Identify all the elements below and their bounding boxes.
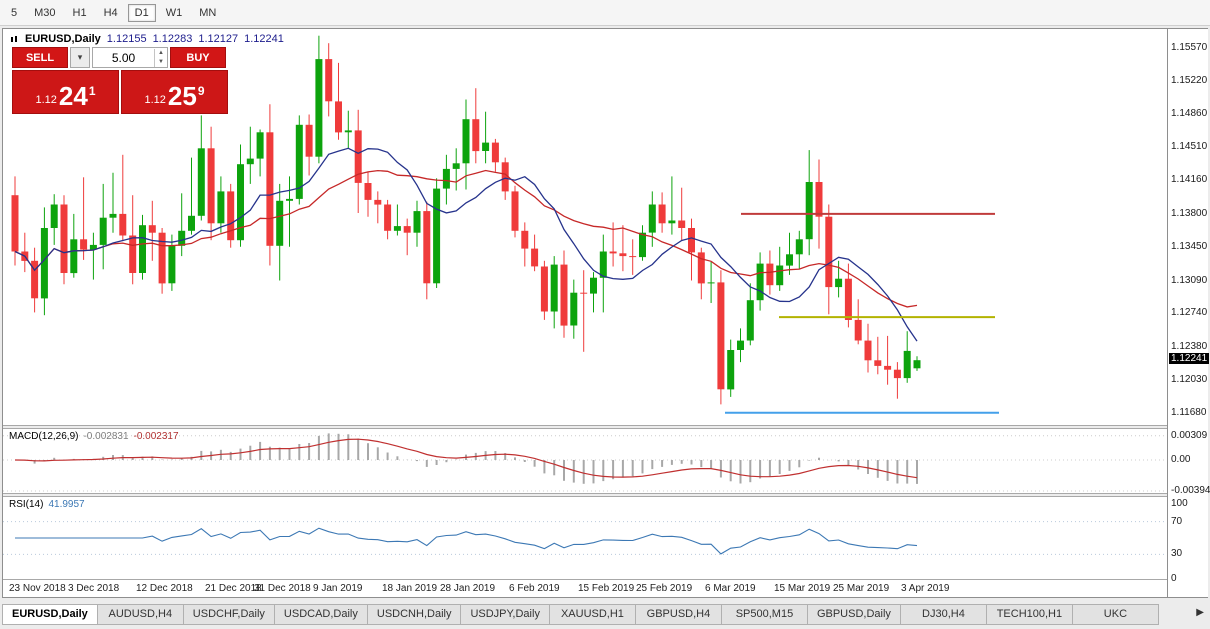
tab-dj30-h4[interactable]: DJ30,H4 <box>900 604 987 625</box>
date-tick-label: 6 Feb 2019 <box>509 583 560 594</box>
rsi-tick-label: 30 <box>1171 548 1183 559</box>
macd-panel-canvas[interactable] <box>3 429 1167 493</box>
macd-main-value: -0.002831 <box>83 431 129 442</box>
price-tick-label: 1.11680 <box>1171 407 1207 418</box>
tab-usdcad-daily[interactable]: USDCAD,Daily <box>274 604 368 625</box>
price-tick-label: 1.14510 <box>1171 141 1208 152</box>
ohlc-high: 1.12283 <box>152 33 193 45</box>
price-tick-label: 1.14160 <box>1171 174 1208 185</box>
price-tick-label: 1.13090 <box>1171 275 1208 286</box>
macd-signal-value: -0.002317 <box>133 431 179 442</box>
ask-price-box[interactable]: 1.12 25 9 <box>121 70 228 114</box>
volume-value: 5.00 <box>111 50 136 65</box>
price-tick-label: 1.13450 <box>1171 241 1208 252</box>
timeframe-button-h1[interactable]: H1 <box>66 4 94 22</box>
date-tick-label: 9 Jan 2019 <box>313 583 363 594</box>
price-tick-label: 1.12030 <box>1171 374 1208 385</box>
date-axis[interactable]: 23 Nov 2018 3 Dec 2018 12 Dec 2018 21 Dec 2… <box>3 579 1167 597</box>
tab-usdchf-daily[interactable]: USDCHF,Daily <box>183 604 275 625</box>
timeframe-button-h4[interactable]: H4 <box>97 4 125 22</box>
price-tick-label: 1.14860 <box>1171 108 1208 119</box>
buy-button[interactable]: BUY <box>170 47 226 68</box>
price-tick-label: 1.15570 <box>1171 42 1208 53</box>
macd-label: MACD(12,26,9) -0.002831 -0.002317 <box>9 431 179 442</box>
trade-options-dropdown[interactable]: ▾ <box>70 47 90 68</box>
spinner-down-icon[interactable]: ▼ <box>158 58 164 65</box>
tabs-scroll-right-icon[interactable]: ▶ <box>1196 607 1204 618</box>
timeframe-toolbar: 5 M30 H1 H4 D1 W1 MN <box>0 0 1210 26</box>
macd-tick-label: 0.00309 <box>1171 430 1208 441</box>
price-axis[interactable]: 1.15570 1.15220 1.14860 1.14510 1.14160 1.138… <box>1167 29 1210 597</box>
volume-input[interactable]: 5.00 ▲ ▼ <box>92 47 168 68</box>
date-tick-label: 31 Dec 2018 <box>254 583 311 594</box>
tab-gbpusd-daily[interactable]: GBPUSD,Daily <box>807 604 901 625</box>
bid-price-box[interactable]: 1.12 24 1 <box>12 70 119 114</box>
tab-ukc[interactable]: UKC <box>1072 604 1159 625</box>
date-tick-label: 15 Mar 2019 <box>774 583 831 594</box>
tab-eurusd-daily[interactable]: EURUSD,Daily <box>2 604 98 625</box>
tab-sp500-m15[interactable]: SP500,M15 <box>721 604 808 625</box>
date-tick-label: 18 Jan 2019 <box>382 583 438 594</box>
price-tick-label: 1.12740 <box>1171 307 1208 318</box>
ask-pip-digit: 9 <box>197 84 205 98</box>
date-tick-label: 21 Dec 2018 <box>205 583 262 594</box>
ask-big-digits: 25 <box>167 81 197 111</box>
rsi-name: RSI(14) <box>9 499 44 510</box>
tab-tech100-h1[interactable]: TECH100,H1 <box>986 604 1073 625</box>
tab-usdcnh-daily[interactable]: USDCNH,Daily <box>367 604 462 625</box>
timeframe-button-m30[interactable]: M30 <box>27 4 62 22</box>
tab-gbpusd-h4[interactable]: GBPUSD,H4 <box>635 604 722 625</box>
macd-tick-label: -0.00394 <box>1171 485 1210 496</box>
ask-prefix: 1.12 <box>144 94 166 106</box>
rsi-panel-canvas[interactable] <box>3 497 1167 579</box>
bid-big-digits: 24 <box>58 81 88 111</box>
chart-tab-bar: EURUSD,Daily AUDUSD,H4 USDCHF,Daily USDCAD,… <box>0 600 1210 629</box>
spinner-up-icon[interactable]: ▲ <box>158 49 164 56</box>
ohlc-open: 1.12155 <box>106 33 147 45</box>
date-tick-label: 6 Mar 2019 <box>705 583 756 594</box>
timeframe-button-w1[interactable]: W1 <box>159 4 190 22</box>
chart-icon <box>11 35 17 42</box>
date-tick-label: 15 Feb 2019 <box>578 583 635 594</box>
panel-separator[interactable] <box>3 493 1167 497</box>
one-click-trading-panel: SELL ▾ 5.00 ▲ ▼ BUY 1.12 24 1 1.12 25 9 <box>12 47 228 114</box>
rsi-tick-label: 100 <box>1171 498 1188 509</box>
ohlc-low: 1.12127 <box>198 33 239 45</box>
chart-symbol-label: EURUSD,Daily <box>25 33 101 45</box>
tab-usdjpy-daily[interactable]: USDJPY,Daily <box>461 604 550 625</box>
panel-separator[interactable] <box>3 425 1167 429</box>
macd-tick-label: 0.00 <box>1171 454 1191 465</box>
rsi-value: 41.9957 <box>48 499 85 510</box>
price-tick-label: 1.12380 <box>1171 341 1208 352</box>
bid-prefix: 1.12 <box>35 94 57 106</box>
tab-xauusd-h1[interactable]: XAUUSD,H1 <box>549 604 636 625</box>
tab-audusd-h4[interactable]: AUDUSD,H4 <box>97 604 184 625</box>
rsi-tick-label: 0 <box>1171 573 1177 584</box>
date-tick-label: 23 Nov 2018 <box>9 583 66 594</box>
timeframe-button-5[interactable]: 5 <box>4 4 24 22</box>
timeframe-button-d1[interactable]: D1 <box>127 3 156 22</box>
date-tick-label: 25 Feb 2019 <box>636 583 693 594</box>
price-tick-label: 1.13800 <box>1171 208 1208 219</box>
chart-tabs: EURUSD,Daily AUDUSD,H4 USDCHF,Daily USDCAD,… <box>2 604 1159 625</box>
sell-button[interactable]: SELL <box>12 47 68 68</box>
price-tick-label: 1.15220 <box>1171 75 1208 86</box>
macd-name: MACD(12,26,9) <box>9 431 79 442</box>
chevron-down-icon: ▾ <box>77 52 83 62</box>
rsi-tick-label: 70 <box>1171 516 1183 527</box>
date-tick-label: 3 Apr 2019 <box>901 583 950 594</box>
date-tick-label: 28 Jan 2019 <box>440 583 496 594</box>
bid-pip-digit: 1 <box>88 84 96 98</box>
chart-title: EURUSD,Daily 1.12155 1.12283 1.12127 1.1… <box>10 33 284 45</box>
timeframe-button-mn[interactable]: MN <box>192 4 223 22</box>
rsi-label: RSI(14) 41.9957 <box>9 499 85 510</box>
current-price-badge: 1.12241 <box>1169 353 1210 364</box>
date-tick-label: 12 Dec 2018 <box>136 583 193 594</box>
date-tick-label: 3 Dec 2018 <box>68 583 120 594</box>
date-tick-label: 25 Mar 2019 <box>833 583 890 594</box>
ohlc-close: 1.12241 <box>244 33 284 45</box>
chart-window: 23 Nov 2018 3 Dec 2018 12 Dec 2018 21 Dec 2… <box>2 28 1210 598</box>
main-chart-canvas[interactable] <box>3 31 1167 425</box>
volume-spinner[interactable]: ▲ ▼ <box>154 48 167 67</box>
